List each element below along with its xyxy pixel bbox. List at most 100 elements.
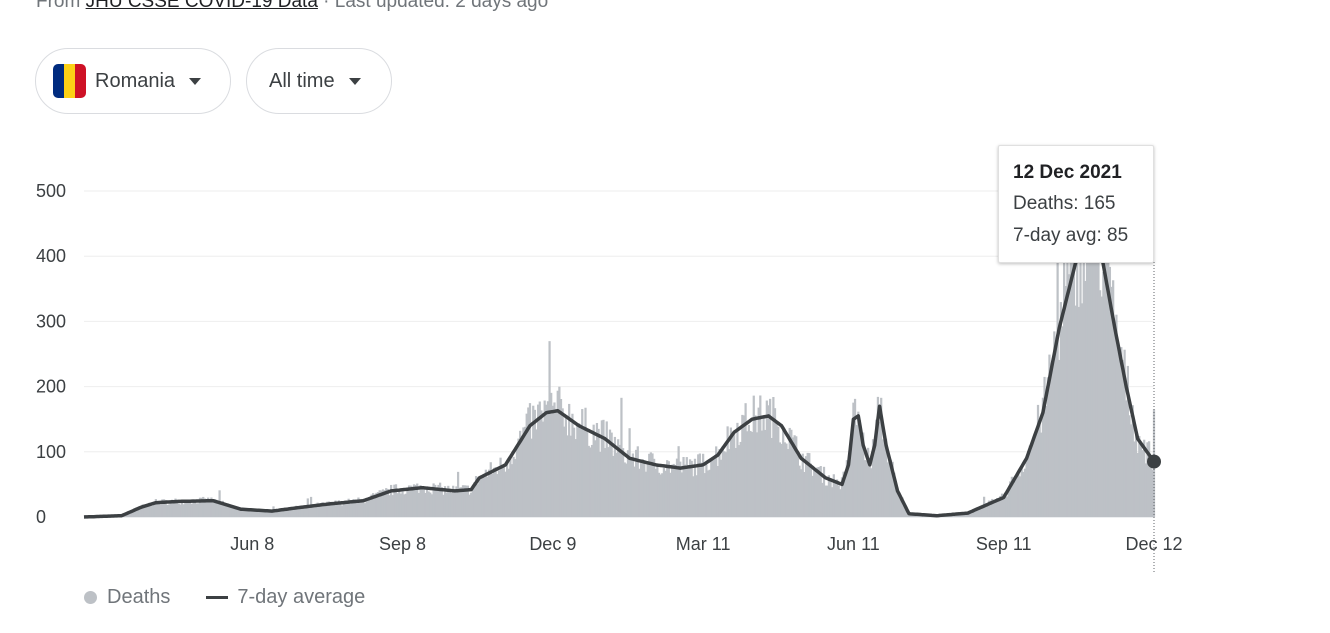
deaths-bar xyxy=(533,409,536,517)
deaths-bar xyxy=(966,513,969,517)
deaths-bar xyxy=(630,458,633,517)
deaths-bar xyxy=(757,407,760,517)
deaths-bar xyxy=(731,434,734,517)
deaths-bar xyxy=(313,506,316,517)
deaths-bar xyxy=(1063,152,1066,517)
deaths-bar xyxy=(862,432,865,517)
deaths-bar xyxy=(1025,459,1028,517)
deaths-bar xyxy=(510,464,514,517)
deaths-bar xyxy=(496,474,499,517)
deaths-bar xyxy=(326,501,329,517)
deaths-bar xyxy=(1038,424,1041,517)
deaths-bar xyxy=(670,464,674,517)
deaths-bar xyxy=(133,509,136,517)
deaths-bar xyxy=(298,507,301,517)
deaths-bar xyxy=(1097,230,1100,517)
deaths-bar xyxy=(1136,453,1139,517)
deaths-bar xyxy=(144,504,148,517)
deaths-bar xyxy=(234,506,238,517)
deaths-bar xyxy=(996,498,999,517)
y-tick-label: 300 xyxy=(36,311,66,331)
deaths-bar xyxy=(844,471,847,517)
deaths-bar xyxy=(751,431,754,517)
deaths-bar xyxy=(679,461,682,517)
deaths-bar xyxy=(1087,230,1090,518)
deaths-bar xyxy=(989,500,992,517)
deaths-bar xyxy=(198,497,202,517)
deaths-bar xyxy=(724,452,728,517)
deaths-bar xyxy=(151,505,154,517)
deaths-bar xyxy=(190,503,193,517)
deaths-bar xyxy=(1105,255,1108,518)
chart-tooltip: 12 Dec 2021 Deaths: 165 7-day avg: 85 xyxy=(998,145,1154,263)
deaths-bar xyxy=(894,480,898,517)
deaths-bar xyxy=(404,493,407,517)
deaths-bar xyxy=(755,432,759,517)
deaths-bar xyxy=(659,474,662,517)
deaths-bar xyxy=(646,463,649,517)
deaths-bar xyxy=(440,487,443,517)
source-link[interactable]: JHU CSSE COVID-19 Data xyxy=(85,0,318,12)
source-prefix: From xyxy=(36,0,86,12)
deaths-bar xyxy=(837,485,840,517)
time-range-selector[interactable]: All time xyxy=(246,48,392,114)
deaths-bar xyxy=(1074,305,1077,517)
deaths-bar xyxy=(1094,194,1097,517)
romania-flag-icon xyxy=(53,64,86,98)
deaths-bar xyxy=(1031,439,1035,517)
deaths-bar xyxy=(143,504,146,517)
deaths-bar xyxy=(1103,260,1107,517)
deaths-bar xyxy=(550,392,553,517)
deaths-bar xyxy=(154,499,157,517)
deaths-bar xyxy=(332,502,336,517)
deaths-bar xyxy=(644,471,648,517)
deaths-bar xyxy=(323,503,326,517)
deaths-bar xyxy=(504,471,507,517)
deaths-bar xyxy=(417,492,421,517)
deaths-bar xyxy=(1028,445,1031,517)
deaths-bar xyxy=(254,511,257,517)
deaths-bar xyxy=(749,430,752,517)
deaths-bar xyxy=(200,497,203,517)
deaths-bar xyxy=(149,506,153,517)
deaths-bar xyxy=(994,502,997,517)
deaths-bar xyxy=(791,437,795,517)
deaths-bar xyxy=(172,500,175,517)
deaths-bar xyxy=(569,435,572,517)
deaths-bar xyxy=(742,415,746,517)
deaths-bar xyxy=(386,488,389,517)
chevron-down-icon xyxy=(348,77,361,85)
deaths-bar xyxy=(416,483,419,517)
deaths-bar xyxy=(1095,245,1098,517)
deaths-bar xyxy=(246,508,249,517)
deaths-bar xyxy=(832,474,835,517)
deaths-bar xyxy=(729,427,733,517)
deaths-bar xyxy=(489,462,492,517)
deaths-bar xyxy=(1071,226,1074,517)
deaths-bar xyxy=(421,486,424,517)
deaths-bar xyxy=(450,492,453,517)
deaths-bar xyxy=(641,459,644,517)
deaths-bar xyxy=(314,504,318,517)
deaths-bar xyxy=(574,439,577,517)
deaths-bar xyxy=(667,461,670,517)
deaths-bar xyxy=(185,500,189,517)
deaths-bar xyxy=(162,499,166,517)
deaths-bar xyxy=(1046,377,1049,517)
deaths-bar xyxy=(432,483,435,517)
deaths-bar xyxy=(403,494,406,517)
country-selector[interactable]: Romania xyxy=(35,48,231,114)
deaths-legend-dot-icon xyxy=(84,591,97,604)
seven-day-average-line xyxy=(83,241,1156,519)
deaths-bar xyxy=(492,467,496,517)
deaths-bar xyxy=(546,401,550,517)
deaths-bar xyxy=(971,510,974,517)
deaths-bar xyxy=(623,462,626,517)
deaths-bar xyxy=(657,472,661,517)
deaths-bar xyxy=(628,428,631,517)
deaths-bar xyxy=(270,512,273,517)
deaths-bar xyxy=(238,509,241,517)
deaths-bar xyxy=(375,492,378,517)
deaths-bar xyxy=(974,509,978,517)
